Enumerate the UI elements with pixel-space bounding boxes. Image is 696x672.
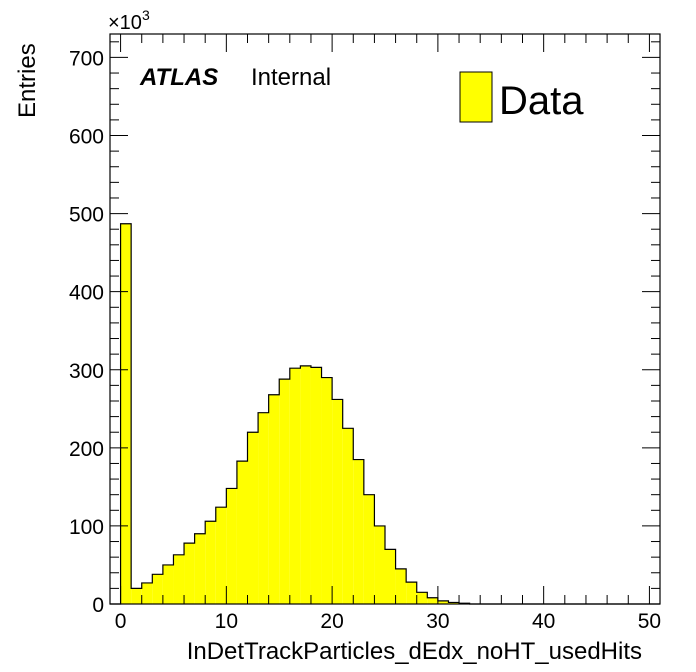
histogram-bar: [353, 459, 364, 604]
axis-ticks: [110, 34, 660, 605]
histogram-bar: [194, 533, 206, 604]
y-multiplier-base: ×10: [108, 12, 142, 34]
x-tick-label: 10: [215, 610, 238, 633]
histogram-bars: [120, 223, 470, 604]
histogram-bar: [448, 602, 460, 604]
x-tick-label: 20: [320, 610, 343, 633]
histogram-bar: [162, 564, 174, 604]
histogram-bar: [342, 428, 354, 604]
histogram-bar: [120, 223, 132, 604]
y-axis-title: Entries: [14, 43, 41, 118]
histogram-bar: [310, 367, 322, 604]
histogram-bar: [321, 377, 333, 604]
histogram-bar: [406, 582, 417, 604]
x-tick-label: 30: [426, 610, 449, 633]
histogram-bar: [152, 574, 163, 604]
y-tick-label: 400: [69, 282, 104, 305]
histogram-bar: [173, 554, 185, 604]
histogram-bar: [131, 588, 142, 604]
histogram-bar: [289, 368, 301, 604]
y-tick-label: 500: [69, 204, 104, 227]
histogram-bar: [268, 394, 280, 604]
histogram-bar: [258, 412, 269, 604]
histogram-bar: [141, 582, 153, 604]
histogram-bar: [184, 543, 195, 604]
x-axis-title: InDetTrackParticles_dEdx_noHT_usedHits: [187, 638, 642, 665]
y-multiplier: ×103: [108, 7, 150, 34]
x-tick-label: 50: [638, 610, 661, 633]
histogram-bar: [416, 592, 428, 604]
histogram-bar: [226, 488, 237, 604]
legend-label: Data: [499, 79, 584, 123]
y-tick-label: 300: [69, 360, 104, 383]
histogram-bar: [332, 399, 343, 604]
y-tick-labels: 0 100 200 300 400 500 600 700: [69, 47, 104, 617]
histogram-bar: [395, 568, 407, 604]
atlas-label: ATLAS: [139, 64, 218, 91]
histogram-bar: [374, 525, 385, 604]
plot-frame: [109, 33, 661, 605]
histogram-bar: [236, 461, 248, 604]
atlas-status-label: Internal: [251, 64, 331, 91]
y-tick-label: 200: [69, 438, 104, 461]
x-tick-label: 40: [532, 610, 555, 633]
x-tick-labels: 0 10 20 30 40 50: [115, 610, 661, 633]
histogram-bar: [215, 507, 227, 604]
histogram-bar: [385, 549, 396, 604]
histogram-bar: [247, 432, 259, 604]
histogram-bar: [363, 494, 375, 604]
y-tick-label: 700: [69, 47, 104, 70]
x-tick-label: 0: [115, 610, 127, 633]
histogram-bar: [437, 600, 449, 604]
legend-swatch: [459, 71, 493, 123]
histogram-bar: [205, 521, 216, 604]
y-tick-label: 0: [92, 594, 104, 617]
histogram-bar: [427, 597, 438, 604]
y-tick-label: 100: [69, 516, 104, 539]
histogram-bar: [300, 365, 311, 604]
y-multiplier-exponent: 3: [142, 7, 150, 23]
histogram-bar: [279, 379, 290, 604]
y-tick-label: 600: [69, 126, 104, 149]
